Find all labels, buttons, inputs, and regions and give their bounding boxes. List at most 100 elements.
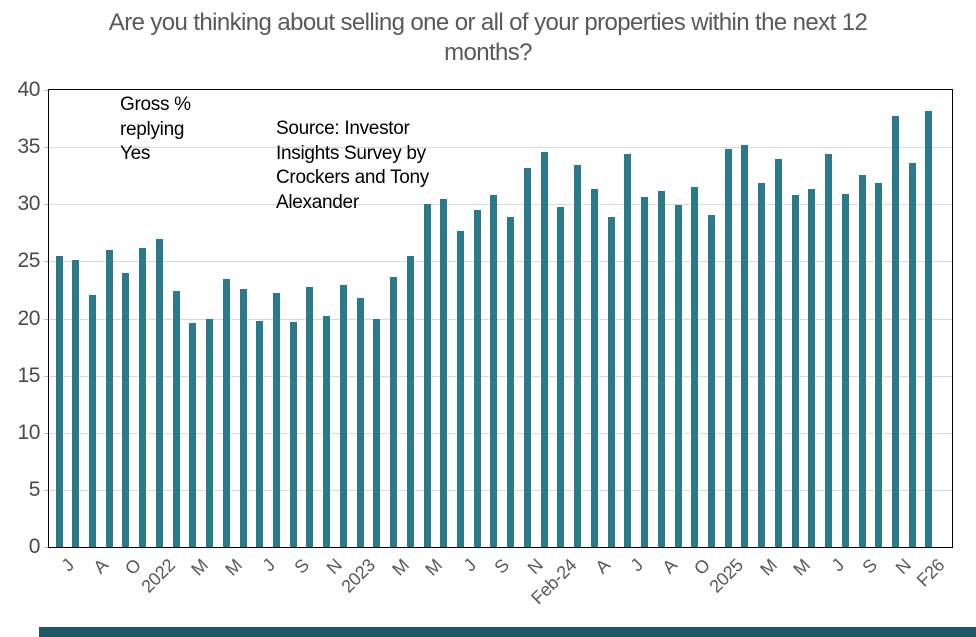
x-axis-tick-label: M [789, 555, 815, 580]
bar [155, 238, 163, 547]
x-axis-tick-label: A [657, 555, 681, 578]
bar [724, 149, 732, 547]
y-axis-tick-label: 30 [17, 192, 40, 216]
bar [423, 204, 431, 547]
y-axis-tick-label: 15 [17, 363, 40, 387]
bar [55, 255, 63, 547]
bar [490, 195, 498, 547]
bar [741, 144, 749, 547]
bar [189, 323, 197, 547]
x-axis-tick-label: J [258, 555, 279, 576]
bar [256, 320, 264, 547]
bar [758, 182, 766, 547]
bar [390, 277, 398, 547]
bar [791, 195, 799, 547]
gridline-25 [49, 261, 952, 263]
y-axis-tick-label: 25 [17, 249, 40, 273]
gridline-5 [49, 489, 952, 491]
gridline-15 [49, 375, 952, 377]
y-axis-tick-label: 35 [17, 135, 40, 159]
bar [674, 205, 682, 547]
bar [139, 247, 147, 547]
bar [88, 294, 96, 547]
bar [540, 151, 548, 547]
bar [657, 190, 665, 547]
y-axis-tick-label: 0 [28, 535, 41, 558]
gridline-20 [49, 318, 952, 320]
x-axis-tick-label: M [187, 555, 212, 580]
bar [925, 110, 933, 547]
y-axis-tick-mark [44, 318, 48, 320]
x-axis-tick-label: M [388, 555, 413, 580]
x-axis-tick-label: A [591, 555, 614, 578]
bar [72, 260, 80, 547]
source-annotation: Source: Investor Insights Survey by Croc… [276, 118, 429, 214]
x-axis-tick-label: S [858, 555, 882, 578]
gridline-30 [49, 204, 952, 206]
y-axis-tick-mark [44, 147, 48, 149]
bar [808, 189, 816, 547]
y-axis-tick-label: 40 [17, 78, 40, 101]
y-axis-tick-label: 5 [28, 477, 41, 501]
bar [691, 187, 699, 547]
bar [172, 291, 180, 547]
y-axis-tick-label: 10 [17, 420, 40, 444]
x-axis-tick-label: S [490, 555, 514, 578]
bar [707, 214, 715, 547]
y-axis-tick-label: 20 [17, 306, 40, 330]
bar [122, 272, 130, 547]
x-axis-tick-label: 2022 [136, 555, 179, 597]
y-axis-tick-mark [44, 375, 48, 377]
plot-area [48, 89, 953, 548]
x-axis-tick-label: 2025 [705, 555, 748, 597]
bar [440, 198, 448, 547]
y-axis-tick-mark [44, 90, 48, 91]
bar [841, 194, 849, 547]
x-axis-tick-label: M [756, 555, 781, 580]
x-axis-tick-label: 2023 [337, 555, 380, 597]
y-axis-tick-mark [44, 204, 48, 206]
bar [206, 318, 214, 547]
bar [339, 285, 347, 547]
y-axis-tick-mark [44, 547, 48, 548]
x-axis-tick-label: M [421, 555, 447, 580]
bar [373, 318, 381, 547]
x-axis-tick-label: M [220, 555, 246, 580]
bar [323, 316, 331, 547]
bar [289, 321, 297, 547]
y-axis-tick-mark [44, 432, 48, 434]
bar [557, 206, 565, 547]
bar [222, 278, 230, 547]
x-axis-tick-label: J [827, 555, 848, 576]
x-axis-tick-label: J [57, 555, 79, 576]
x-axis-tick-label: N [891, 555, 915, 579]
bar [457, 230, 465, 547]
bar [406, 255, 414, 547]
footer-strip [39, 627, 976, 637]
bar [607, 216, 615, 547]
x-axis-tick-label: A [89, 555, 112, 578]
bar [356, 297, 364, 547]
bar [858, 174, 866, 547]
x-axis-tick-label: N [523, 555, 547, 579]
chart-title: Are you thinking about selling one or al… [108, 9, 868, 66]
bar [507, 216, 515, 547]
x-axis-tick-label: S [289, 555, 313, 578]
bar [105, 249, 113, 547]
bar [641, 197, 649, 547]
x-axis-tick-label: F26 [912, 555, 949, 591]
bar [892, 116, 899, 547]
bar [574, 165, 582, 547]
gridline-10 [49, 432, 952, 434]
bar [908, 163, 916, 547]
bar [774, 158, 782, 547]
y-axis-tick-mark [44, 261, 48, 263]
bar [473, 210, 481, 547]
gridline-35 [49, 147, 952, 149]
gross-percent-annotation: Gross % replying Yes [120, 94, 191, 165]
bar [875, 182, 883, 547]
x-axis-tick-label: J [626, 555, 647, 576]
y-axis-tick-mark [44, 489, 48, 491]
bar [306, 286, 314, 547]
